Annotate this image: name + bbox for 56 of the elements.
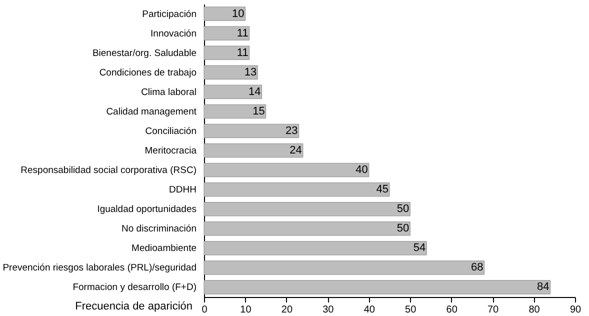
- y-tick-label: Innovación: [150, 28, 196, 40]
- data-label: 24: [290, 144, 302, 156]
- y-tick-label: Clima laboral: [141, 86, 196, 98]
- y-tick-label: Bienestar/org. Saludable: [92, 48, 196, 59]
- x-tick-label: 0: [202, 304, 208, 316]
- y-tick-label: Conciliación: [145, 126, 196, 137]
- data-label: 23: [286, 124, 298, 137]
- bar: [204, 65, 258, 80]
- x-tick-label: 70: [487, 304, 500, 316]
- bar: [204, 182, 390, 197]
- data-label: 15: [252, 105, 265, 118]
- x-tick-label: 10: [240, 304, 252, 316]
- data-label: 84: [537, 281, 550, 294]
- bar: [204, 280, 551, 294]
- bar: [204, 241, 427, 256]
- x-tick-label: 40: [364, 304, 376, 316]
- data-label: 10: [232, 8, 244, 20]
- y-tick-label: No discriminación: [122, 224, 196, 235]
- data-label: 50: [396, 203, 410, 216]
- y-tick-label: Condiciones de trabajo: [99, 67, 196, 78]
- x-tick-label: 20: [281, 304, 293, 316]
- bar: [204, 26, 250, 40]
- bar: [204, 222, 410, 236]
- data-label: 54: [413, 242, 426, 254]
- bar: [204, 6, 246, 21]
- x-tick-label: 50: [405, 304, 417, 316]
- x-tick-label: 80: [528, 304, 540, 316]
- y-tick-label: Responsabilidad social corporativa (RSC): [20, 165, 196, 176]
- y-tick-label: Meritocracia: [144, 146, 198, 156]
- data-label: 68: [471, 262, 484, 274]
- data-label: 13: [244, 66, 257, 78]
- data-label: 11: [236, 27, 248, 40]
- x-axis-title: Frecuencia de aparición: [75, 300, 192, 312]
- x-tick-label: 60: [446, 304, 458, 316]
- y-tick-label: Participación: [142, 8, 196, 20]
- bar: [204, 104, 266, 119]
- bar: [204, 46, 250, 60]
- y-tick-label: Prevención riesgos laborales (PRL)/seguridad: [2, 262, 196, 274]
- data-label: 50: [396, 222, 410, 235]
- bar: [204, 143, 304, 158]
- data-label: 45: [376, 184, 388, 196]
- bar: [204, 84, 262, 99]
- y-tick-label: Formacion y desarrollo (F+D): [72, 282, 196, 294]
- data-label: 14: [248, 86, 261, 98]
- y-tick-label: Igualdad oportunidades: [97, 204, 197, 216]
- x-tick-label: 30: [322, 304, 334, 316]
- data-label: 40: [356, 164, 368, 176]
- y-tick-label: Calidad management: [106, 106, 197, 118]
- y-tick-label: DDHH: [169, 184, 197, 196]
- bar: [204, 124, 300, 138]
- data-label: 11: [236, 46, 248, 59]
- y-tick-label: Medioambiente: [132, 243, 196, 254]
- bar: [204, 162, 370, 178]
- bar: [204, 260, 485, 275]
- bar: [204, 202, 410, 216]
- x-tick-label: 90: [570, 304, 582, 316]
